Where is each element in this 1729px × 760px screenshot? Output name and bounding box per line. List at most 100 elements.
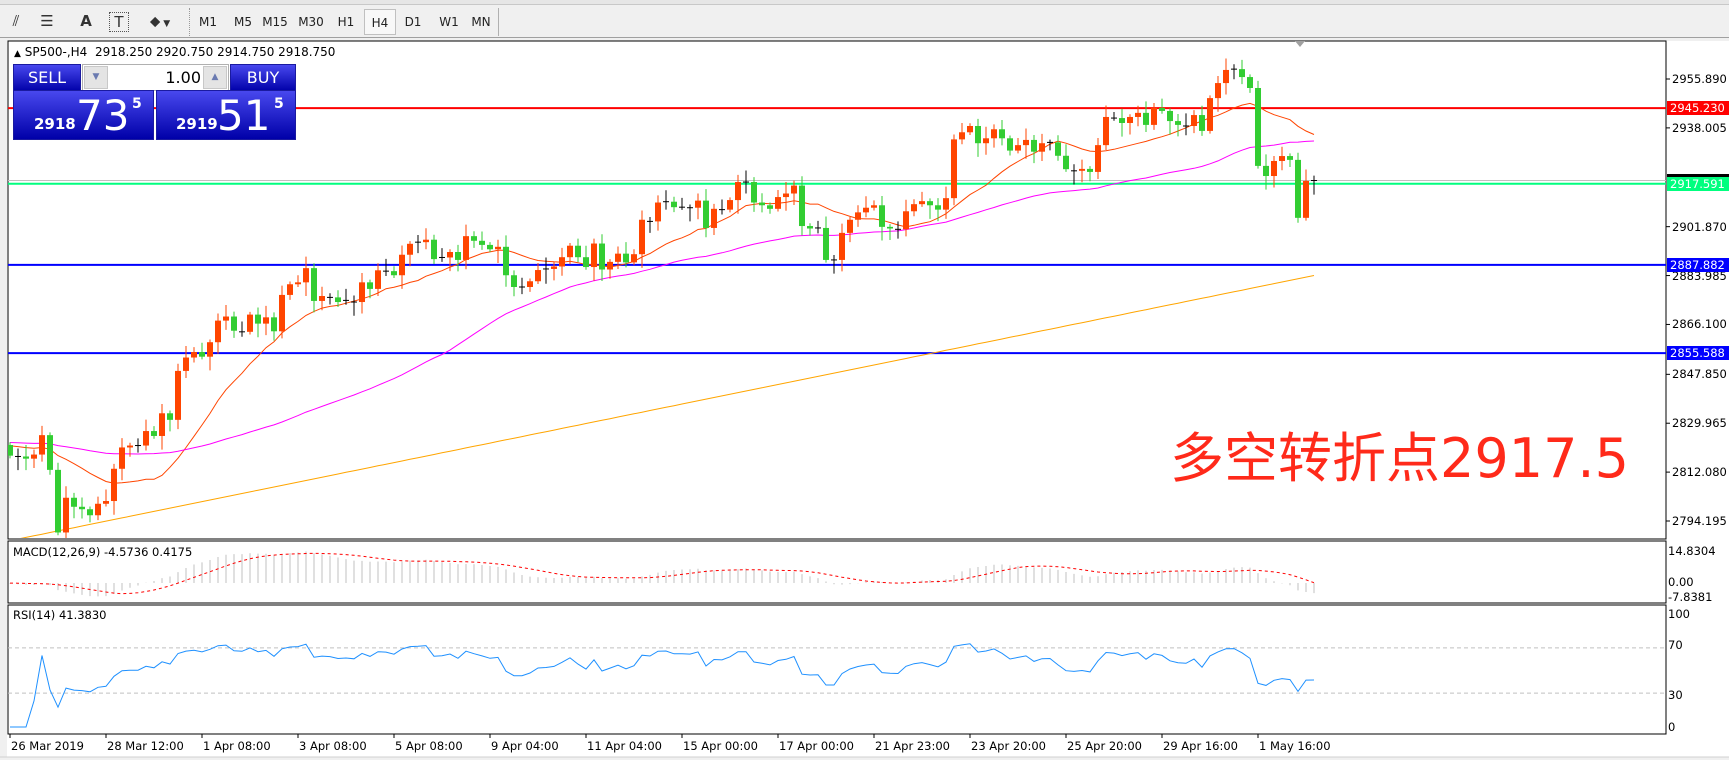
candle-body [1063, 155, 1069, 170]
time-axis-label: 1 Apr 08:00 [203, 739, 271, 753]
candle-body [847, 219, 853, 233]
candle-body [879, 205, 885, 227]
candle-body [1151, 107, 1157, 125]
sell-price-button[interactable]: 2918 73 5 [13, 90, 154, 140]
candle-body [503, 246, 509, 276]
candle-body [207, 342, 213, 357]
price-axis-label: 2883.985 [1672, 268, 1727, 283]
line-price-tag-pivot: 2917.591 [1667, 176, 1729, 191]
candle-body [399, 254, 405, 276]
macd-axis-label: 0.00 [1668, 575, 1694, 589]
candle-body [319, 296, 325, 301]
time-axis-label: 5 Apr 08:00 [395, 739, 463, 753]
lot-increase-button[interactable]: ▲ [203, 66, 227, 89]
candle-body [1039, 143, 1045, 152]
candle-body [711, 208, 717, 228]
buy-label: BUY [246, 68, 280, 87]
timeframe-h4[interactable]: H4 [364, 9, 396, 35]
top-tab-strip [0, 0, 1729, 5]
candle-body [191, 352, 197, 358]
line-price-tag-resistance: 2945.230 [1667, 101, 1729, 116]
candle-body [199, 352, 205, 357]
candle-body [919, 201, 925, 205]
toolbar: ⫽ ☰ A T ⬥ ▼ M1 M5 M15 M30 H1 H4 D1 W1 MN [0, 5, 1729, 38]
timeframe-m1[interactable]: M1 [199, 15, 217, 29]
candle-body [71, 497, 77, 507]
macd-signal-line [9, 552, 1315, 595]
candle-body [1079, 168, 1085, 171]
candle-body [1215, 83, 1221, 99]
moving-average-fast [9, 102, 1315, 484]
lot-size-input[interactable] [109, 66, 204, 89]
timeframe-w1[interactable]: W1 [439, 15, 459, 29]
chart-window[interactable] [7, 41, 1729, 757]
price-axis-label: 2955.890 [1672, 72, 1727, 86]
candle-body [887, 226, 893, 229]
pivot-annotation-text: 多空转折点2917.5 [1170, 427, 1629, 490]
candle-body [1287, 156, 1293, 160]
candle-body [1119, 118, 1125, 123]
candle-body [903, 211, 909, 230]
toolbar-separator [189, 8, 192, 36]
fibonacci-fan-icon[interactable]: ☰ [40, 12, 54, 30]
rsi-axis-label: 70 [1668, 638, 1683, 652]
sell-price-big: 73 [76, 91, 130, 140]
candle-body [95, 503, 101, 516]
time-axis-label: 9 Apr 04:00 [491, 739, 559, 753]
text-label-icon[interactable]: T [109, 12, 129, 32]
timeframe-mn[interactable]: MN [471, 15, 491, 29]
buy-button[interactable]: BUY [230, 64, 296, 91]
timeframe-m15[interactable]: M15 [262, 15, 288, 29]
candle-body [839, 232, 845, 260]
chevron-down-icon: ▼ [92, 72, 100, 82]
timeframe-m30[interactable]: M30 [298, 15, 324, 29]
arrows-dropdown-icon[interactable]: ⬥ ▼ [140, 9, 180, 33]
timeframe-m5[interactable]: M5 [234, 15, 252, 29]
candle-body [575, 245, 581, 258]
candle-body [391, 271, 397, 276]
lot-size-stepper[interactable]: ▼ ▲ [82, 64, 229, 91]
candle-body [255, 314, 261, 324]
candle-body [119, 447, 125, 469]
candle-body [943, 198, 949, 210]
candle-body [1303, 180, 1309, 218]
candle-body [999, 129, 1005, 139]
candle-body [583, 257, 589, 268]
elliott-wave-icon[interactable]: ⫽ [12, 12, 20, 30]
candle-body [1247, 77, 1253, 88]
buy-price-button[interactable]: 2919 51 5 [156, 90, 296, 140]
text-icon[interactable]: A [80, 12, 92, 30]
sell-button[interactable]: SELL [13, 64, 81, 91]
timeframe-h1[interactable]: H1 [337, 15, 355, 29]
time-axis-label: 28 Mar 12:00 [107, 739, 184, 753]
candle-body [31, 454, 37, 459]
candle-body [567, 245, 573, 258]
price-axis-label: 2847.850 [1672, 367, 1727, 382]
candle-body [935, 205, 941, 210]
candle-body [807, 226, 813, 229]
rsi-axis-label: 0 [1668, 720, 1676, 734]
timeframe-d1[interactable]: D1 [404, 15, 422, 29]
symbol-timeframe: SP500-,H4 [24, 45, 88, 59]
candle-body [447, 252, 453, 258]
candle-body [1159, 107, 1165, 111]
candle-body [735, 182, 741, 201]
candle-body [367, 282, 373, 289]
line-price-tag-support: 2887.882 [1667, 257, 1729, 272]
ohlc-values: 2918.250 2920.750 2914.750 2918.750 [94, 45, 336, 59]
candle-body [1143, 112, 1149, 125]
sell-label: SELL [27, 68, 67, 87]
candle-body [1095, 145, 1101, 172]
candle-body [1087, 168, 1093, 172]
candle-body [8, 444, 13, 456]
time-axis-label: 26 Mar 2019 [11, 739, 84, 753]
candle-body [823, 227, 829, 260]
candle-body [759, 202, 765, 206]
lot-decrease-button[interactable]: ▼ [84, 66, 108, 89]
time-axis-label: 3 Apr 08:00 [299, 739, 367, 753]
candle-body [1023, 139, 1029, 146]
macd-pane-border [7, 540, 1667, 604]
line-price-tag-support: 2855.588 [1667, 346, 1729, 361]
collapse-triangle-icon[interactable]: ▲ [14, 49, 21, 59]
